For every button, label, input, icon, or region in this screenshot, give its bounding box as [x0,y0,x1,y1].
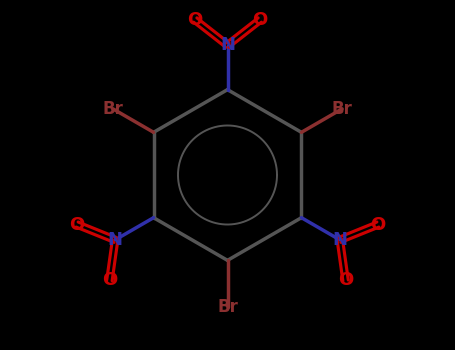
Text: N: N [108,231,123,249]
Text: O: O [102,272,117,289]
Text: N: N [332,231,347,249]
Text: Br: Br [332,100,353,118]
Text: N: N [220,36,235,54]
Text: O: O [338,272,353,289]
Text: Br: Br [217,298,238,316]
Text: O: O [252,11,268,29]
Text: O: O [370,216,385,233]
Text: O: O [187,11,203,29]
Text: O: O [70,216,85,233]
Text: Br: Br [102,100,123,118]
